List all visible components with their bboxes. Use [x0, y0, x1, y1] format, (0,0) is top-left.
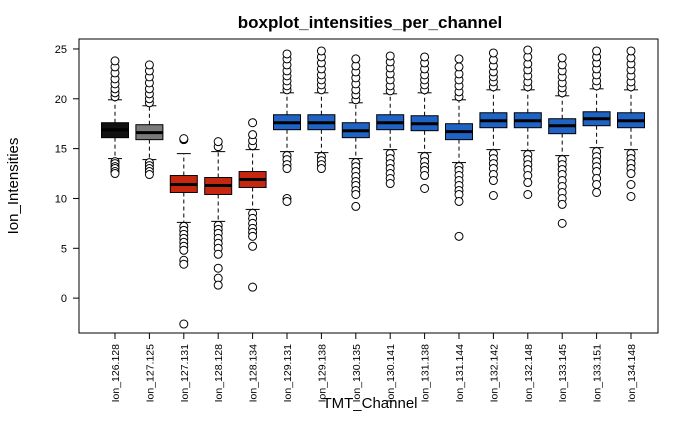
outlier-point — [592, 180, 602, 190]
y-tick-label: 20 — [55, 94, 67, 106]
outlier-point — [420, 183, 430, 193]
box-Ion_133.145 — [548, 53, 577, 228]
box-Ion_128.134 — [238, 118, 267, 292]
x-axis: Ion_126.128 Ion_127.125 Ion_127.131 Ion_128… — [110, 332, 638, 403]
outlier-point — [385, 51, 395, 61]
outlier-point — [626, 46, 636, 56]
outlier-point — [523, 178, 533, 188]
outlier-point — [488, 48, 498, 58]
plot-frame — [78, 38, 659, 334]
box-Ion_134.148 — [617, 46, 645, 201]
box-Ion_131.144 — [445, 54, 473, 241]
x-tick-label: Ion_132.142 — [488, 344, 500, 403]
box-Ion_130.135 — [341, 54, 370, 211]
outlier-point — [557, 199, 567, 209]
x-tick-label: Ion_132.148 — [523, 344, 535, 403]
y-axis-label: Ion_Intensities — [5, 138, 22, 235]
outlier-point — [626, 169, 636, 179]
x-tick-label: Ion_127.125 — [144, 344, 156, 403]
y-tick-label: 15 — [55, 144, 67, 156]
box-Ion_127.125 — [135, 60, 164, 180]
outlier-point — [351, 201, 361, 211]
outlier-point — [110, 56, 120, 66]
x-tick-label: Ion_131.138 — [420, 344, 432, 403]
y-tick-label: 5 — [61, 243, 67, 255]
boxes — [101, 45, 645, 329]
outlier-point — [248, 231, 258, 241]
outlier-point — [316, 164, 326, 174]
outlier-point — [248, 130, 258, 140]
x-tick-label: Ion_131.144 — [454, 344, 466, 403]
outlier-point — [523, 45, 533, 55]
outlier-point — [179, 245, 189, 255]
outlier-point — [420, 171, 430, 181]
y-axis: 0 5 10 15 20 25 — [55, 44, 80, 305]
x-tick-label: Ion_127.131 — [179, 344, 191, 403]
x-tick-label: Ion_128.128 — [213, 344, 225, 403]
outlier-point — [282, 196, 292, 206]
outlier-point — [488, 190, 498, 200]
x-tick-label: Ion_129.138 — [316, 344, 328, 403]
x-tick-label: Ion_129.131 — [282, 344, 294, 403]
outlier-point — [213, 280, 223, 290]
outlier-point — [488, 176, 498, 186]
box-Ion_129.131 — [273, 49, 301, 206]
x-axis-label: TMT_Channel — [322, 395, 417, 412]
outlier-point — [557, 53, 567, 63]
outlier-point — [454, 231, 464, 241]
box-Ion_127.131 — [169, 134, 198, 329]
outlier-point — [144, 60, 154, 70]
x-tick-label: Ion_133.145 — [557, 344, 569, 403]
outlier-point — [351, 189, 361, 199]
outlier-point — [454, 54, 464, 64]
x-tick-label: Ion_126.128 — [110, 344, 122, 403]
outlier-point — [179, 259, 189, 269]
outlier-point — [385, 179, 395, 189]
outlier-point — [213, 263, 223, 273]
outlier-point — [523, 189, 533, 199]
box-Ion_128.128 — [204, 137, 233, 290]
x-tick-label: Ion_133.151 — [592, 344, 604, 403]
outlier-point — [248, 118, 258, 128]
outlier-point — [248, 282, 258, 292]
box-Ion_129.138 — [307, 46, 336, 174]
outlier-point — [592, 46, 602, 56]
chart-title: boxplot_intensities_per_channel — [238, 13, 503, 32]
y-tick-label: 25 — [55, 44, 67, 56]
outlier-point — [248, 241, 258, 251]
x-tick-label: Ion_134.148 — [626, 344, 638, 403]
outlier-point — [179, 134, 189, 144]
y-tick-label: 10 — [55, 193, 67, 205]
outlier-point — [282, 49, 292, 59]
box-Ion_130.141 — [376, 51, 405, 189]
outlier-point — [420, 52, 430, 62]
x-tick-label: Ion_130.141 — [385, 344, 397, 403]
box-Ion_126.128 — [101, 56, 129, 179]
outlier-point — [316, 46, 326, 56]
box-Ion_132.148 — [513, 45, 542, 199]
outlier-point — [454, 62, 464, 72]
box-Ion_133.151 — [582, 46, 611, 197]
outlier-point — [454, 196, 464, 206]
box-Ion_132.142 — [479, 48, 508, 200]
outlier-point — [213, 137, 223, 147]
outlier-point — [351, 54, 361, 64]
outlier-point — [110, 169, 120, 179]
outlier-point — [213, 249, 223, 259]
x-tick-label: Ion_130.135 — [351, 344, 363, 403]
outlier-point — [592, 187, 602, 197]
outlier-point — [179, 319, 189, 329]
outlier-point — [282, 164, 292, 174]
box-Ion_131.138 — [410, 52, 439, 193]
outlier-point — [557, 218, 567, 228]
outlier-point — [626, 191, 636, 201]
x-tick-label: Ion_128.134 — [248, 344, 260, 403]
outlier-point — [144, 170, 154, 180]
outlier-point — [626, 180, 636, 190]
y-tick-label: 0 — [61, 293, 67, 305]
